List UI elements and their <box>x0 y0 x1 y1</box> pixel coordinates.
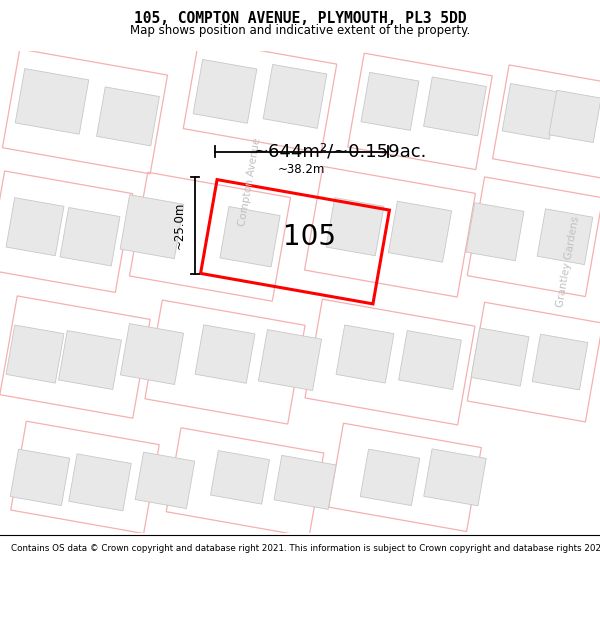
Bar <box>15 69 89 134</box>
Bar <box>183 40 337 153</box>
Bar <box>502 84 558 139</box>
Bar <box>193 59 257 123</box>
Bar <box>2 49 167 174</box>
Bar <box>274 456 336 509</box>
Bar <box>467 302 600 422</box>
Bar <box>361 72 419 131</box>
Bar <box>532 334 588 390</box>
Bar <box>493 65 600 178</box>
Bar <box>130 173 290 301</box>
Bar <box>135 452 195 509</box>
Text: Map shows position and indicative extent of the property.: Map shows position and indicative extent… <box>130 24 470 37</box>
Bar <box>220 206 280 267</box>
Bar <box>166 428 324 537</box>
Bar <box>10 449 70 506</box>
Bar <box>549 90 600 142</box>
Bar <box>305 299 475 425</box>
Bar <box>467 177 600 296</box>
Bar <box>200 179 389 304</box>
Bar <box>388 201 452 262</box>
Bar <box>263 64 327 128</box>
Bar <box>537 209 593 264</box>
Bar <box>59 331 121 389</box>
Bar <box>424 449 486 506</box>
Text: ~25.0m: ~25.0m <box>173 201 185 249</box>
Text: Contains OS data © Crown copyright and database right 2021. This information is : Contains OS data © Crown copyright and d… <box>11 544 600 552</box>
Bar <box>6 325 64 383</box>
Bar <box>69 454 131 511</box>
Bar <box>466 202 524 261</box>
Bar <box>6 198 64 256</box>
Text: ~644m²/~0.159ac.: ~644m²/~0.159ac. <box>253 142 427 161</box>
Text: ~38.2m: ~38.2m <box>278 163 325 176</box>
Bar <box>0 296 150 418</box>
Bar <box>305 166 475 297</box>
Bar <box>424 77 487 136</box>
Bar <box>336 325 394 383</box>
Bar <box>211 451 269 504</box>
Bar <box>0 171 133 292</box>
Bar <box>360 449 420 506</box>
Bar <box>120 195 184 259</box>
Bar <box>259 329 322 391</box>
Bar <box>326 198 384 256</box>
Bar <box>348 53 492 169</box>
Bar <box>195 325 255 383</box>
Bar <box>145 300 305 424</box>
Bar <box>398 331 461 389</box>
Bar <box>11 421 159 534</box>
Bar <box>97 87 160 146</box>
Text: 105: 105 <box>284 222 337 251</box>
Text: 105, COMPTON AVENUE, PLYMOUTH, PL3 5DD: 105, COMPTON AVENUE, PLYMOUTH, PL3 5DD <box>134 11 466 26</box>
Bar <box>60 208 120 266</box>
Bar <box>329 423 481 531</box>
Text: Compton Avenue: Compton Avenue <box>238 137 263 226</box>
Bar <box>121 324 184 384</box>
Text: Grantley Gardens: Grantley Gardens <box>555 216 581 308</box>
Bar <box>471 328 529 386</box>
